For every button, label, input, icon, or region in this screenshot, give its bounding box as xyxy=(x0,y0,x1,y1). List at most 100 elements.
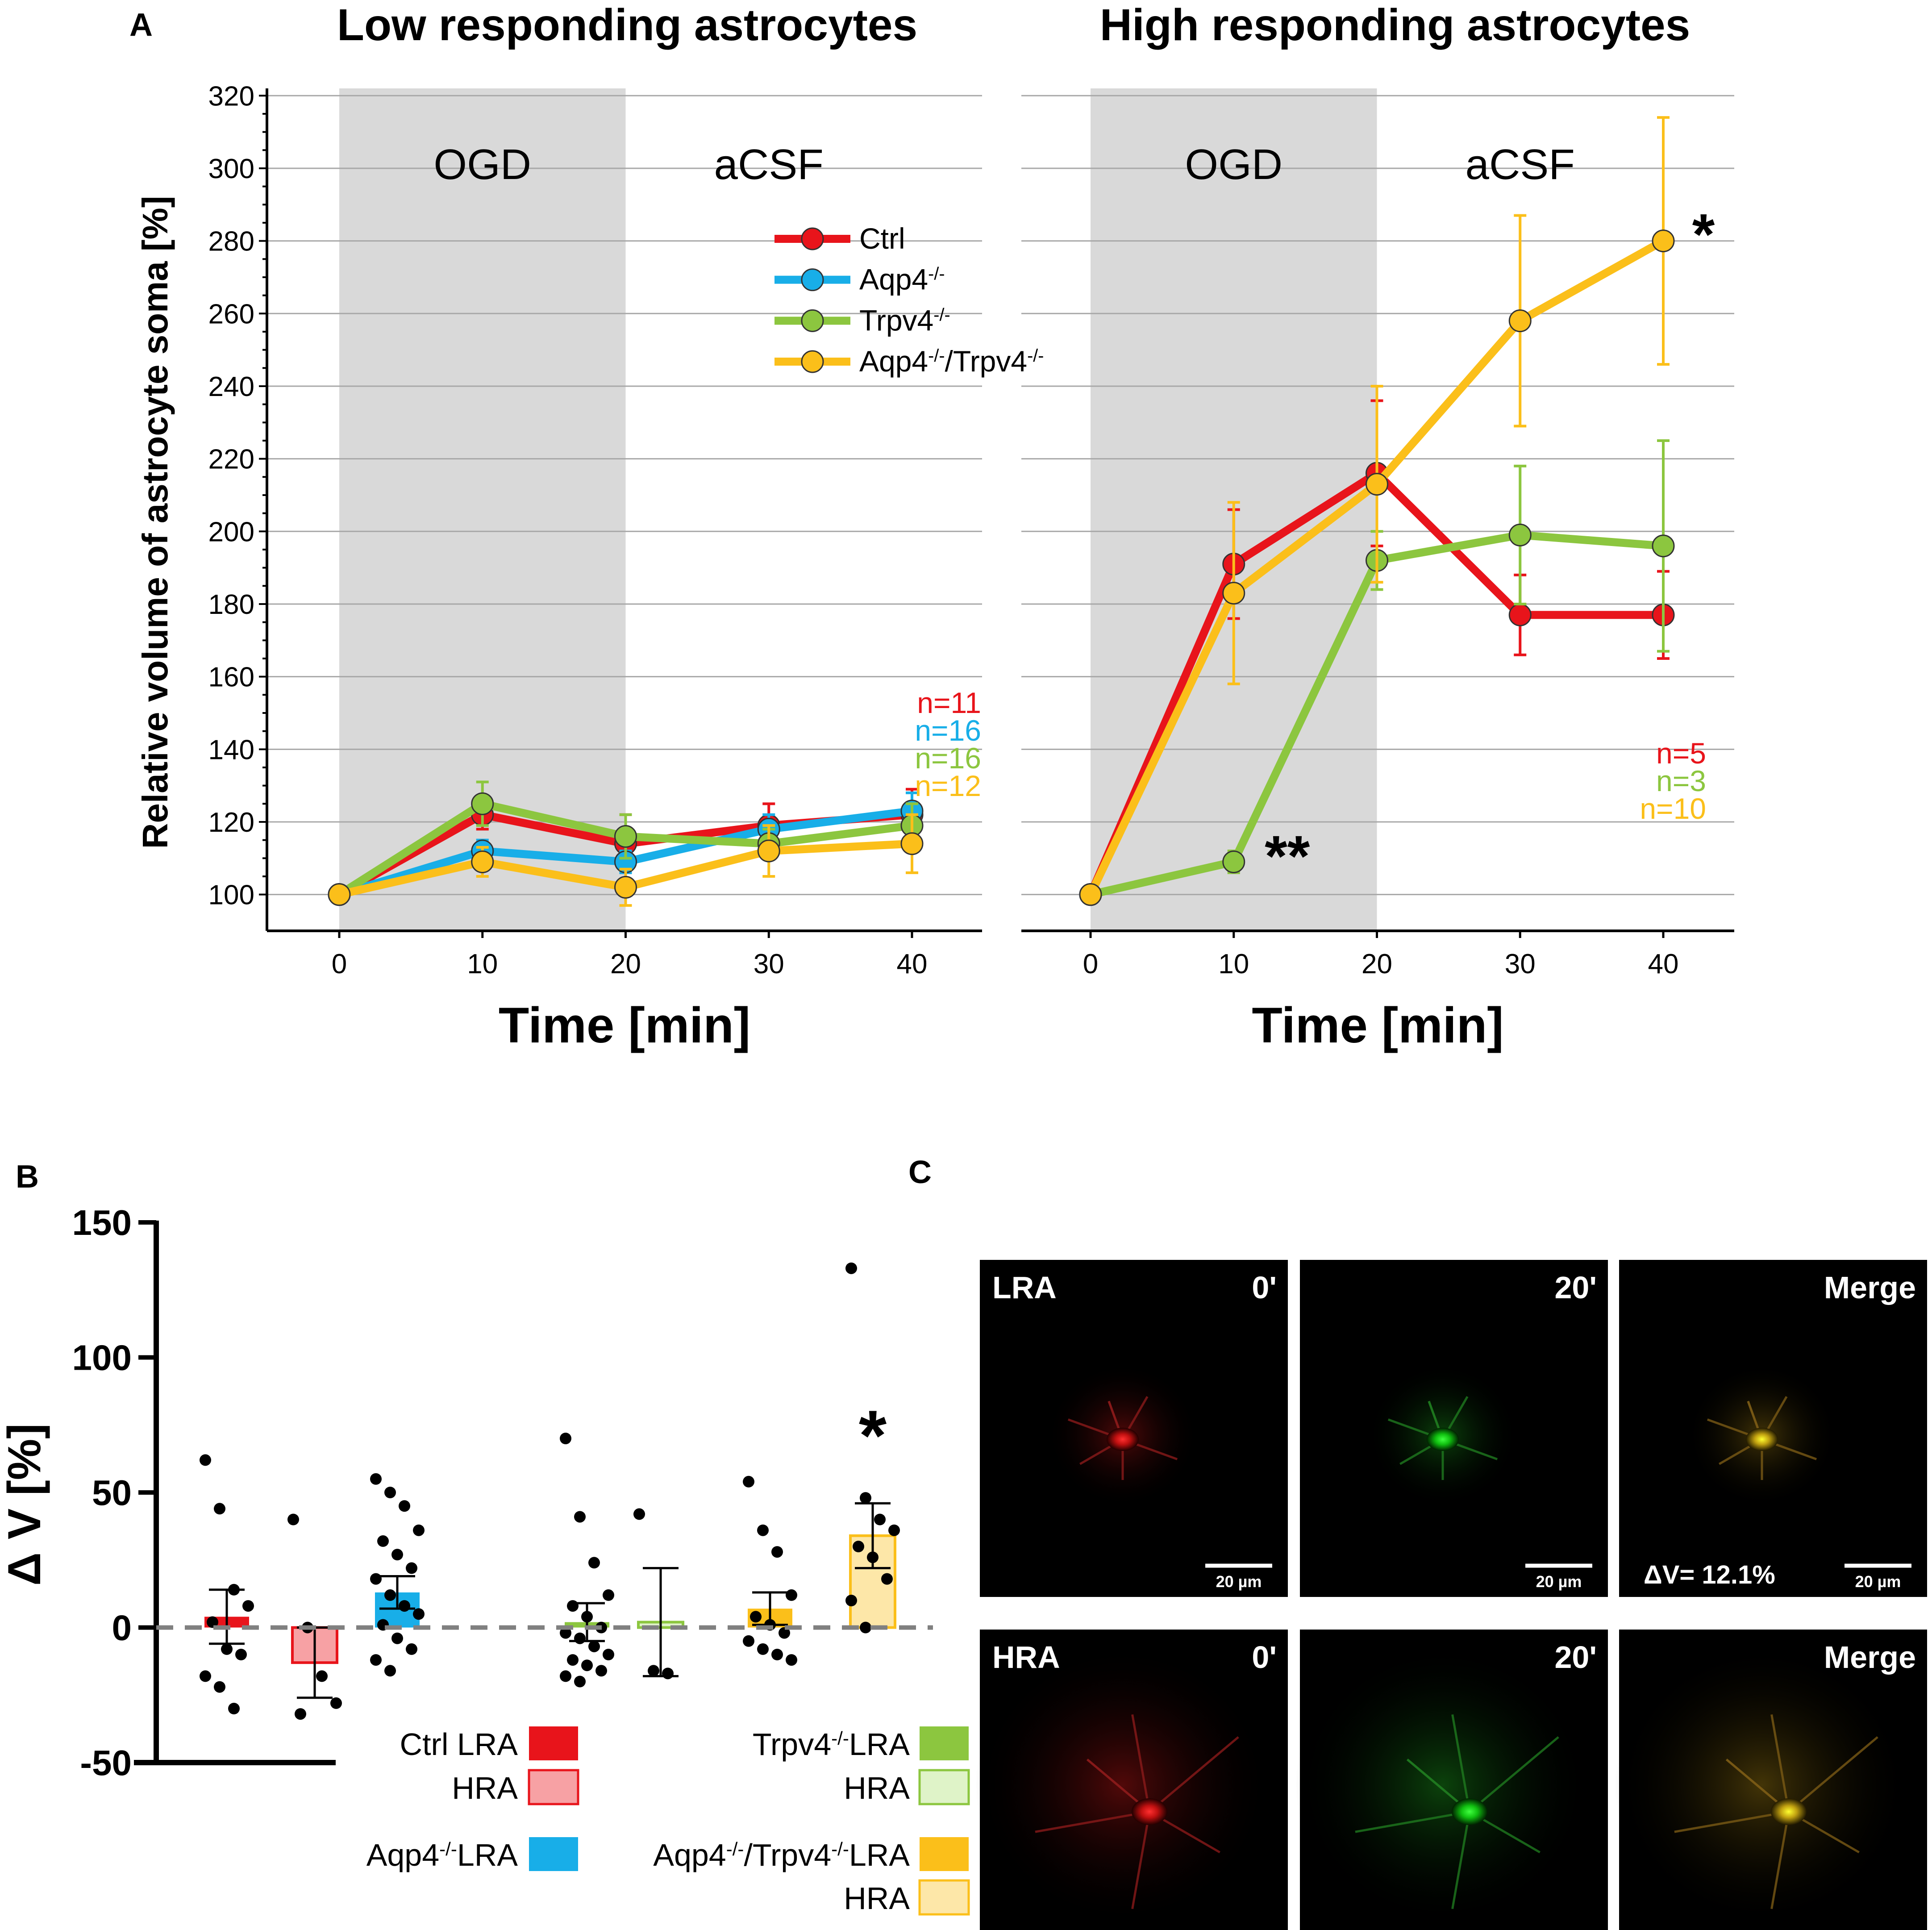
y-tick-label: 280 xyxy=(208,226,254,257)
bar-group xyxy=(370,1473,425,1677)
x-tick-label: 30 xyxy=(1505,949,1536,980)
astrocyte-process xyxy=(1451,1714,1471,1812)
ogd-label: OGD xyxy=(1185,141,1282,188)
data-point xyxy=(786,1654,797,1666)
y-tick-label: 300 xyxy=(208,154,254,184)
data-point xyxy=(574,1676,586,1688)
legend-marker xyxy=(801,309,824,332)
astrocyte-process xyxy=(1451,1811,1471,1909)
legend-marker xyxy=(801,227,824,250)
ogd-label: OGD xyxy=(433,141,531,188)
data-point xyxy=(845,1595,857,1606)
legend-label: HRA xyxy=(844,1771,910,1805)
data-point xyxy=(413,1524,425,1536)
data-point xyxy=(874,1513,886,1526)
legend-marker xyxy=(801,268,824,292)
data-point-double xyxy=(1222,582,1245,605)
chart-a1-legend: Ctrl Aqp4-/- Trpv4-/- Aqp4-/-/Trpv4-/- xyxy=(774,222,1044,378)
data-point xyxy=(648,1665,659,1677)
chart-a-ylabel: Relative volume of astrocyte soma [%] xyxy=(135,196,175,849)
delta-v-label: ΔV= 12.1% xyxy=(1644,1560,1775,1589)
acsf-label: aCSF xyxy=(714,141,824,188)
data-point xyxy=(603,1589,614,1601)
data-point xyxy=(228,1584,240,1596)
n-label-double: n=12 xyxy=(915,769,981,802)
astrocyte-process xyxy=(1788,1736,1878,1813)
data-point-double xyxy=(1508,309,1532,333)
n-label-ctrl: n=5 xyxy=(1656,737,1706,770)
data-point xyxy=(370,1573,382,1585)
astrocyte-process xyxy=(1355,1810,1470,1833)
data-point xyxy=(316,1670,328,1682)
x-tick-label: 20 xyxy=(1362,949,1392,980)
legend-item: Aqp4-/-/Trpv4-/-LRA xyxy=(653,1837,969,1872)
data-point xyxy=(574,1511,586,1523)
chart-low-responding: 0 10 20 30 40 Time [min] 100 120 140 160 180 200 220… xyxy=(208,81,1044,1053)
data-point xyxy=(200,1454,211,1466)
y-tick-label: -50 xyxy=(80,1743,132,1783)
n-label-trpv4: n=16 xyxy=(915,742,981,775)
x-tick-label: 30 xyxy=(754,949,784,980)
n-label-aqp4: n=16 xyxy=(915,714,981,747)
legend-swatch xyxy=(920,1837,969,1871)
legend-label: Aqp4-/-LRA xyxy=(366,1838,518,1872)
data-point xyxy=(588,1557,600,1569)
data-point xyxy=(221,1643,233,1655)
y-tick-label: 140 xyxy=(208,734,254,765)
data-point-ctrl xyxy=(1508,603,1532,626)
data-point xyxy=(750,1611,762,1623)
n-label-double: n=10 xyxy=(1640,792,1706,825)
data-point xyxy=(881,1573,893,1585)
y-tick-label: 50 xyxy=(92,1473,132,1513)
chart-a1-title: Low responding astrocytes xyxy=(337,0,917,50)
y-tick-label: 100 xyxy=(72,1338,132,1378)
x-tick-label: 10 xyxy=(1218,949,1249,980)
data-point-trpv4 xyxy=(1508,523,1532,546)
significance-marker: ** xyxy=(1265,823,1310,888)
time-label: Merge xyxy=(1824,1270,1916,1305)
astrocyte-processes xyxy=(975,1645,1270,1925)
y-tick-label: 220 xyxy=(208,444,254,475)
data-point xyxy=(370,1654,382,1666)
data-point xyxy=(771,1546,783,1558)
y-tick-label: 160 xyxy=(208,662,254,693)
y-tick-label: 0 xyxy=(112,1608,132,1648)
data-point xyxy=(391,1549,403,1561)
data-point xyxy=(603,1649,614,1660)
data-point xyxy=(574,1632,586,1644)
row-label: LRA xyxy=(992,1270,1057,1305)
x-tick-label: 0 xyxy=(1083,949,1098,980)
data-point-trpv4 xyxy=(614,825,637,848)
scale-bar-label: 20 µm xyxy=(1536,1572,1582,1591)
astrocyte-soma xyxy=(1452,1798,1487,1825)
astrocyte-process xyxy=(1770,1811,1790,1909)
n-label-trpv4: n=3 xyxy=(1656,764,1706,797)
data-point xyxy=(581,1611,593,1623)
scale-bar-label: 20 µm xyxy=(1855,1572,1901,1591)
data-point xyxy=(391,1632,403,1644)
data-point xyxy=(560,1670,571,1682)
y-tick-label: 200 xyxy=(208,517,254,547)
data-point xyxy=(860,1492,871,1504)
y-tick-label: 120 xyxy=(208,807,254,838)
data-point xyxy=(399,1500,410,1512)
panel-label-a: A xyxy=(129,7,153,43)
chart-b-ylabel: Δ V [%] xyxy=(0,1423,50,1586)
data-point xyxy=(757,1524,769,1536)
data-point xyxy=(384,1665,396,1677)
micrograph-lra-green: 20' 20 µm xyxy=(1300,1260,1608,1597)
y-tick-label: 260 xyxy=(208,299,254,329)
bar-group xyxy=(743,1476,797,1666)
micrograph-hra-green: 20'20 µm xyxy=(1295,1630,1608,1930)
x-tick-label: 10 xyxy=(467,949,498,980)
panel-label-b: B xyxy=(16,1159,39,1195)
data-point xyxy=(662,1667,674,1680)
data-point xyxy=(200,1670,211,1682)
time-label: Merge xyxy=(1824,1640,1916,1675)
panel-label-c: C xyxy=(908,1155,932,1190)
data-point xyxy=(743,1476,754,1488)
